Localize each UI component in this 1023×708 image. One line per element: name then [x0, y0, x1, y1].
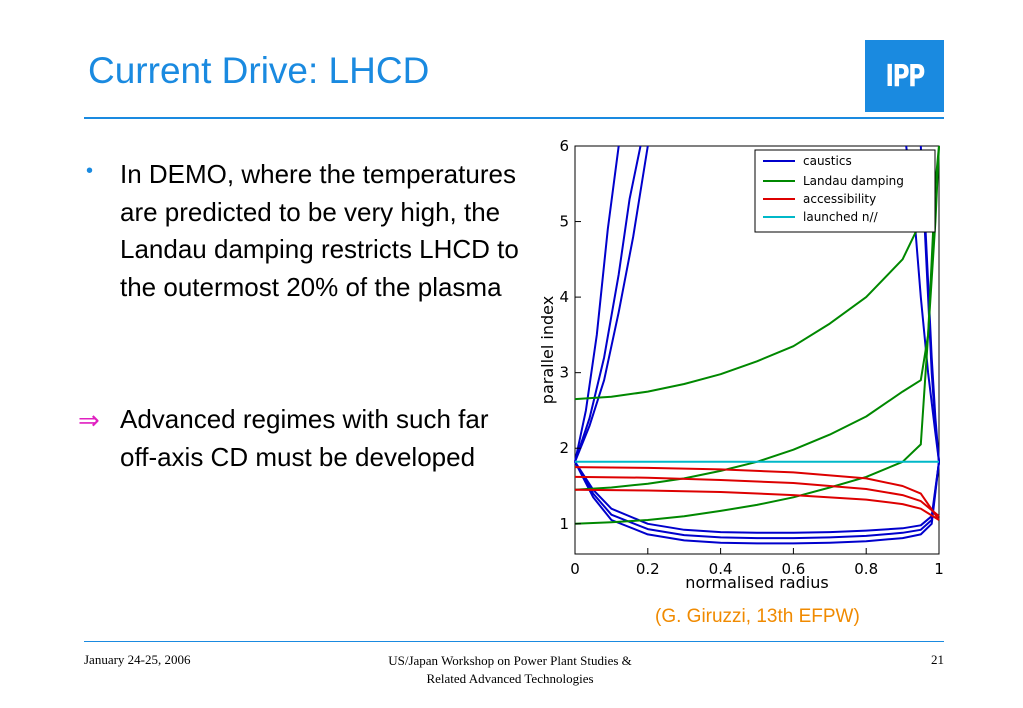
bullet-marker-1: •	[86, 160, 94, 182]
series-line-accessibility-14	[574, 488, 940, 521]
y-tick-label: 6	[559, 137, 569, 155]
y-tick-label: 5	[559, 213, 569, 231]
x-tick-label: 0.8	[854, 560, 878, 578]
footer-event: US/Japan Workshop on Power Plant Studies…	[330, 652, 690, 688]
parallel-index-chart: 0 0.2 0.4 0.6 0.8 1 1 2 3 4 5 6 normalised radius p…	[538, 137, 944, 592]
series-line-caustics-0	[574, 145, 620, 463]
y-tick-label: 2	[559, 439, 569, 457]
legend-label-launched: launched n//	[803, 210, 879, 224]
y-tick-label: 4	[559, 288, 569, 306]
ipp-logo: IPP	[865, 40, 944, 112]
footer-page-number: 21	[931, 652, 944, 667]
title-divider	[84, 117, 944, 119]
series-line-caustics-6	[574, 461, 940, 534]
bullet-text-1: In DEMO, where the temperatures are pred…	[120, 159, 519, 302]
legend-label-landau: Landau damping	[803, 174, 904, 188]
slide-title: Current Drive: LHCD	[88, 50, 430, 91]
y-tick-label: 1	[559, 515, 569, 533]
x-tick-label: 1	[934, 560, 944, 578]
x-tick-label: 0.4	[709, 560, 733, 578]
source-citation: (G. Giruzzi, 13th EFPW)	[655, 606, 860, 627]
ipp-logo-text: IPP	[885, 58, 925, 94]
series-line-caustics-1	[574, 145, 642, 463]
series-line-caustics-2	[574, 145, 649, 463]
series-line-accessibility-12	[574, 466, 940, 521]
bullet-marker-2: ⇒	[78, 405, 100, 435]
plot-frame	[574, 145, 940, 555]
series-line-landau-damping-11	[574, 145, 940, 525]
series-line-landau-damping-9	[574, 221, 922, 401]
x-tick-label: 0.2	[636, 560, 660, 578]
x-tick-label: 0.6	[781, 560, 805, 578]
footer-divider	[84, 641, 944, 642]
legend-label-accessibility: accessibility	[803, 192, 876, 206]
series-line-accessibility-13	[574, 475, 940, 517]
x-axis-label: normalised radius	[685, 573, 828, 592]
legend-label-caustics: caustics	[803, 154, 852, 168]
x-tick-label: 0	[570, 560, 580, 578]
chart-legend: caustics Landau damping accessibility la…	[754, 149, 936, 233]
y-tick-label: 3	[559, 364, 569, 382]
footer-event-line-1: US/Japan Workshop on Power Plant Studies…	[388, 653, 632, 668]
series-line-caustics-5	[923, 206, 940, 462]
legend-box	[754, 149, 936, 233]
series-line-caustics-7	[574, 461, 940, 540]
bullet-text-2: Advanced regimes with such far off-axis …	[120, 404, 489, 472]
footer-event-line-2: Related Advanced Technologies	[426, 671, 594, 686]
footer-date: January 24-25, 2006	[84, 652, 191, 667]
y-axis-label: parallel index	[538, 296, 557, 404]
